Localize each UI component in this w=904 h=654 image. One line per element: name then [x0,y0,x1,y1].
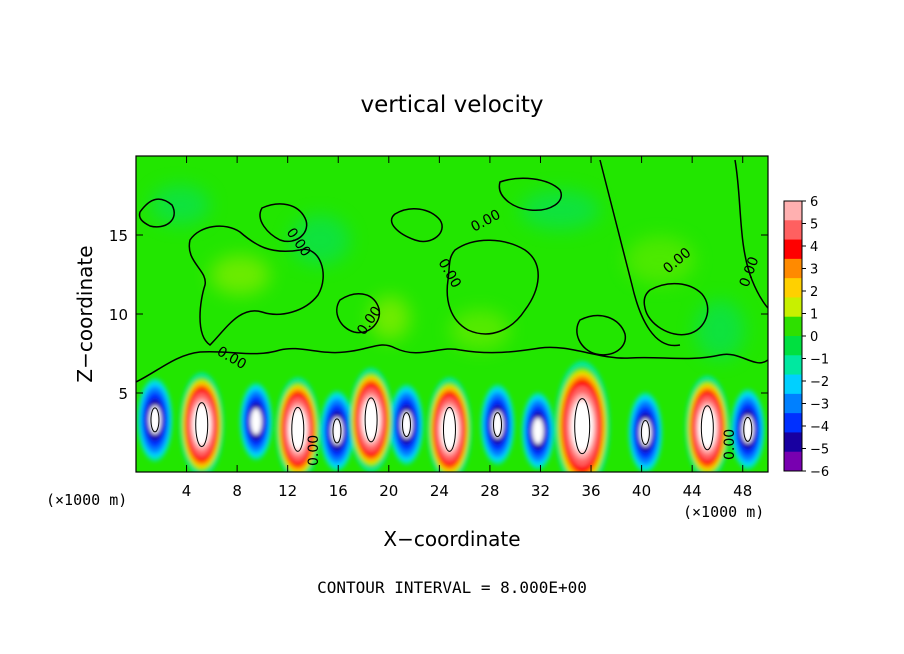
zero-contours [136,159,768,383]
colorbar: 6 5 4 3 2 1 0 −1 −2 −3 −4 −5 −6 [783,195,829,480]
x-tick-label: 20 [379,482,398,500]
updraft-band [571,400,594,453]
upper-texture [150,185,745,360]
colorbar-swatch [784,316,802,337]
x-tick-label: 36 [581,482,600,500]
colorbar-tick-label: 3 [810,263,818,278]
colorbar-swatch [784,239,802,260]
colorbar-tick-label: −1 [810,353,829,368]
plot-area: 0.00 0.00 0.00 0.00 0.00 0.00 0.00 0.00 … [136,156,768,472]
x-tick-label: 40 [632,482,651,500]
colorbar-tick-label: −2 [810,375,829,390]
colorbar-tick-label: −4 [810,420,829,435]
zero-contour-line [136,344,768,383]
x-tick-label: 44 [683,482,702,500]
x-tick-label: 24 [430,482,449,500]
updraft-core-contour [364,397,378,443]
updraft-band [698,406,717,449]
downdraft-core-contour [150,407,160,433]
downdraft-core-contour [743,416,753,442]
updraft-core-contour [291,406,305,452]
colorbar-tick-label: 0 [810,330,818,345]
colorbar-swatch [784,432,802,453]
x-tick-label: 48 [733,482,752,500]
colorbar-tick-label: 1 [810,308,818,323]
colorbar-swatch [784,374,802,395]
colorbar-tick-label: −6 [810,465,829,480]
y-tick-label: 10 [109,306,128,324]
downdraft-core-contour [493,412,503,438]
y-tick-label: 15 [109,227,128,245]
colorbar-swatch [784,201,802,221]
downdraft-band [250,408,262,435]
colorbar-tick-label: −3 [810,398,829,413]
updraft-band [192,403,211,446]
x-tick-label: 8 [232,482,242,500]
light-patch [210,255,270,295]
chart-title: vertical velocity [361,92,544,118]
x-tick-label: 32 [531,482,550,500]
zero-contour-line [336,293,381,334]
zero-contour-line [576,314,627,356]
colorbar-swatch [784,393,802,414]
zero-contour-line [259,203,308,243]
colorbar-swatch [784,220,802,241]
downdraft-core-contour [640,420,650,445]
y-axis-label: Z−coordinate [73,245,97,382]
colorbar-swatch [784,413,802,433]
zero-contour-line [188,225,324,346]
x-tick-label: 12 [278,482,297,500]
colorbar-tick-label: 2 [810,285,818,300]
contour-interval-footer: CONTOUR INTERVAL = 8.000E+00 [317,578,587,597]
zero-contour-line [138,198,175,228]
x-axis-ticks: 4 8 12 16 20 24 28 32 36 40 44 48 [182,156,752,500]
teal-patch [150,185,210,225]
convection-cells [137,361,765,472]
x-tick-label: 4 [182,482,192,500]
x-unit-label-left: (×1000 m) [46,491,127,509]
downdraft-core-contour [401,412,411,438]
cell-core-contours [150,397,753,455]
x-axis-label: X−coordinate [383,527,520,551]
y-axis-ticks: 5 10 15 [109,227,768,403]
updraft-band [440,408,459,451]
updraft-band [288,408,307,451]
colorbar-swatch [784,336,802,356]
updraft-core-contour [700,405,714,451]
teal-patch [695,300,745,360]
colorbar-tick-label: 5 [810,218,818,233]
contour-label: 0.00 [306,435,322,466]
contour-label: 0.00 [722,429,738,460]
colorbar-swatch [784,451,802,472]
downdraft-band [532,417,544,445]
zero-contour-line [446,239,539,335]
updraft-band [362,399,380,441]
x-tick-label: 16 [329,482,348,500]
updraft-core-contour [195,402,209,448]
zero-contour-line [498,177,562,211]
updraft-core-contour [442,406,456,452]
colorbar-swatch [784,278,802,298]
zero-contour-line [390,208,443,243]
colorbar-tick-label: −5 [810,443,829,458]
colorbar-tick-label: 4 [810,240,818,255]
colorbar-tick-label: 6 [810,195,818,210]
updraft-core-contour [574,398,591,455]
x-unit-label-right: (×1000 m) [683,503,764,521]
light-patch [370,296,410,340]
colorbar-swatch [784,297,802,318]
y-tick-label: 5 [118,385,128,403]
light-patch [625,236,695,284]
colorbar-swatch [784,258,802,279]
zero-contour-line [734,159,768,309]
colorbar-swatch [784,355,802,376]
x-tick-label: 28 [480,482,499,500]
teal-patch [290,215,350,265]
light-patch [450,310,510,350]
zero-contour-line [643,282,709,336]
downdraft-core-contour [332,418,342,444]
zero-contour-line [599,159,681,347]
teal-patch [520,190,600,230]
